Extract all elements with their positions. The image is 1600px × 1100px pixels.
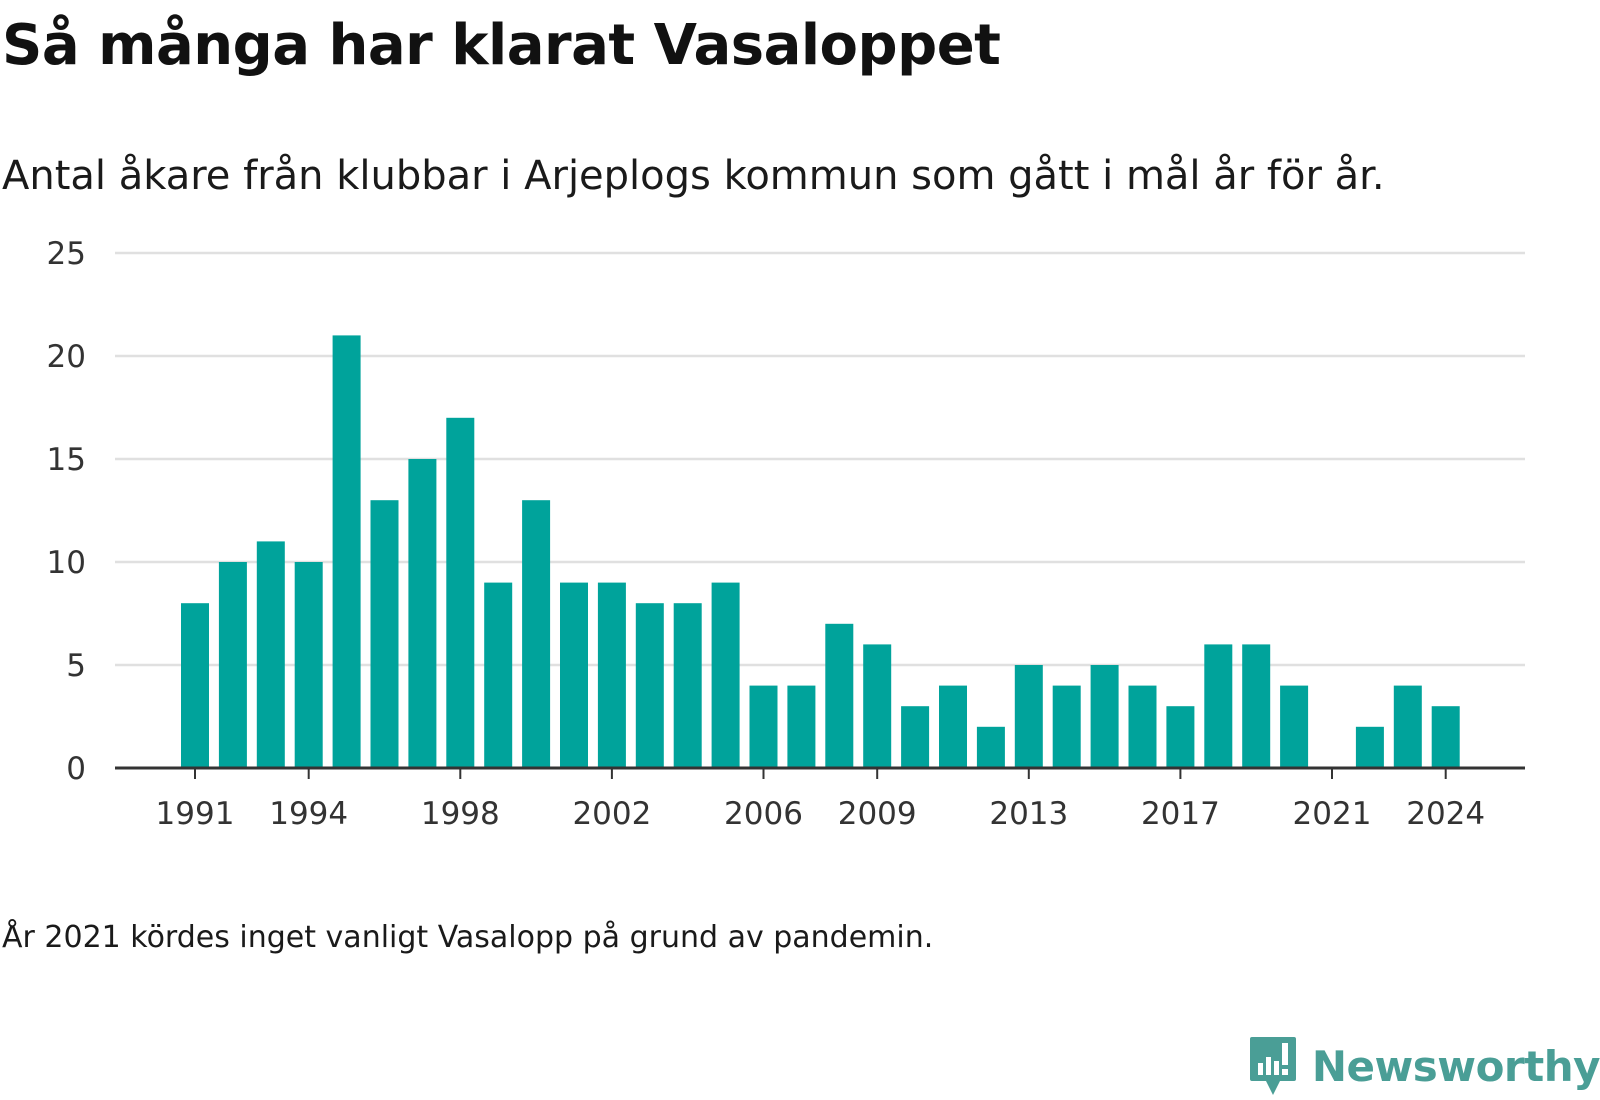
bars — [181, 335, 1460, 768]
bar-2013[interactable] — [1014, 665, 1043, 768]
chart-subtitle: Antal åkare från klubbar i Arjeplogs kom… — [2, 153, 1385, 199]
bar-2022[interactable] — [1355, 726, 1384, 768]
y-tick-labels: 0 5 10 15 20 25 — [47, 236, 86, 787]
bar-1998[interactable] — [446, 417, 475, 768]
chart-title: Så många har klarat Vasaloppet — [2, 13, 1001, 78]
bar-2006[interactable] — [749, 685, 778, 768]
x-tick-label: 2009 — [838, 796, 917, 832]
bar-2001[interactable] — [560, 582, 588, 768]
bar-2017[interactable] — [1166, 706, 1195, 768]
bar-2005[interactable] — [711, 582, 740, 768]
bar-1999[interactable] — [484, 582, 513, 768]
bar-2012[interactable] — [976, 726, 1005, 768]
bar-2010[interactable] — [901, 706, 930, 768]
x-tick-labels: 1991 1994 1998 2002 2006 2009 2013 2017 2021 2024 — [156, 796, 1486, 832]
bar-1995[interactable] — [332, 335, 361, 768]
bar-2024[interactable] — [1431, 706, 1460, 768]
x-axis — [115, 766, 1525, 779]
y-tick-label: 20 — [47, 339, 86, 375]
bar-2000[interactable] — [522, 500, 551, 768]
x-tick-label: 1991 — [156, 796, 235, 832]
bar-2004[interactable] — [673, 603, 702, 768]
bar-1994[interactable] — [294, 562, 323, 768]
x-tick-label: 2017 — [1141, 796, 1220, 832]
newsworthy-logo-icon — [1249, 1037, 1296, 1095]
y-tick-label: 25 — [47, 236, 86, 272]
x-tick-label: 2013 — [989, 796, 1068, 832]
bar-2002[interactable] — [597, 582, 626, 768]
bar-1997[interactable] — [408, 459, 437, 768]
y-tick-label: 5 — [66, 648, 86, 684]
bar-2018[interactable] — [1204, 644, 1233, 768]
bar-2007[interactable] — [787, 685, 816, 768]
brand-name: Newsworthy — [1311, 1041, 1600, 1091]
brand-logo[interactable]: Newsworthy — [1248, 1034, 1600, 1098]
bar-2003[interactable] — [635, 603, 664, 768]
x-tick-label: 2006 — [724, 796, 803, 832]
bar-2009[interactable] — [863, 644, 892, 768]
y-tick-label: 10 — [47, 545, 86, 581]
x-tick-label: 2002 — [572, 796, 651, 832]
gridlines — [115, 251, 1525, 667]
x-tick-label: 1998 — [421, 796, 500, 832]
bar-2011[interactable] — [939, 685, 967, 768]
bar-2008[interactable] — [825, 623, 854, 768]
bar-1991[interactable] — [181, 603, 209, 768]
bar-2015[interactable] — [1090, 665, 1119, 768]
y-tick-label: 15 — [47, 442, 86, 478]
chart-note: År 2021 kördes inget vanligt Vasalopp på… — [2, 920, 934, 955]
bar-1993[interactable] — [256, 541, 285, 768]
bar-2016[interactable] — [1128, 685, 1157, 768]
x-tick-label: 2024 — [1406, 796, 1485, 832]
bar-1996[interactable] — [370, 500, 399, 768]
bar-2019[interactable] — [1242, 644, 1271, 768]
x-tick-label: 2021 — [1293, 796, 1372, 832]
bar-2020[interactable] — [1280, 685, 1309, 768]
x-tick-label: 1994 — [269, 796, 348, 832]
bar-2023[interactable] — [1393, 685, 1422, 768]
y-tick-label: 0 — [66, 751, 86, 787]
bar-2014[interactable] — [1052, 685, 1081, 768]
bar-chart: 0 5 10 15 20 25 1991 1994 1998 2002 2006 2009 2013 2… — [47, 236, 1525, 832]
bar-1992[interactable] — [218, 562, 247, 768]
